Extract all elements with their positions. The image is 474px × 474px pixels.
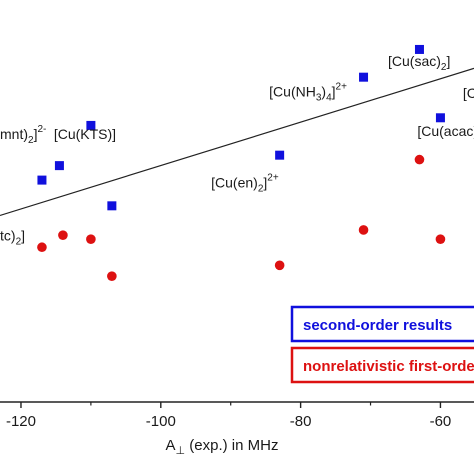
- series-0-square-point: [414, 44, 424, 54]
- annotation-cu-en2-part-3: 2+: [267, 172, 279, 183]
- annotation-cu-sac2-part-2: ]: [446, 53, 450, 69]
- legend: second-order results nonrelativistic firs…: [290, 305, 474, 384]
- annotation-cu-nh3-4-part-3: 4: [326, 92, 332, 103]
- series-0-square-point: [54, 161, 64, 171]
- series-1-circle-point: [414, 154, 425, 165]
- annotation-cu-nh3-4-part-1: 3: [316, 92, 322, 103]
- x-tick-label: -80: [290, 413, 312, 430]
- annotation-cu-kts: [Cu(KTS)]: [54, 126, 116, 142]
- legend-label-1: nonrelativistic first-order: [303, 358, 474, 375]
- annotation-cu-nh3-4-part-0: [Cu(NH: [269, 83, 316, 99]
- series-1-circle-point: [86, 234, 96, 244]
- fit-line-group: [0, 67, 474, 217]
- annotation-cu-tc2-part-1: 2: [16, 236, 22, 247]
- annotation-cu-nh3-4-part-2: ): [321, 83, 326, 99]
- x-axis-label-symbol: A: [166, 437, 176, 454]
- annotation-cu-partial-right-part-0: [C: [463, 85, 474, 101]
- x-tick-label: -60: [430, 413, 452, 430]
- x-axis-label-text: (exp.) in MHz: [185, 437, 278, 454]
- annotation-cu-nh3-4: [Cu(NH3)4]2+: [269, 81, 347, 103]
- x-tick-label: -120: [6, 413, 36, 430]
- series-0-square-point: [435, 113, 445, 123]
- legend-label-0: second-order results: [303, 317, 452, 334]
- annotation-cu-en2-part-2: ]: [263, 174, 267, 190]
- annotation-cu-nh3-4-part-5: 2+: [336, 81, 348, 92]
- annotation-cu-en2-part-0: [Cu(en): [211, 174, 258, 190]
- annotation-cu-mnt2-part-0: mnt): [0, 126, 28, 142]
- annotation-cu-mnt2-part-2: ]: [34, 126, 38, 142]
- annotation-cu-en2-part-1: 2: [258, 183, 264, 194]
- series-1-circle-point: [37, 242, 47, 253]
- x-tick-label: -100: [146, 413, 176, 430]
- annotation-cu-acac2-part-0: [Cu(acac): [417, 123, 474, 139]
- annotation-cu-mnt2-part-3: 2-: [37, 124, 46, 135]
- point-annotations: [Cu(sac)2][Cu(NH3)4]2+[C[Cu(acac)2]mnt)2…: [0, 53, 474, 247]
- annotation-cu-sac2-part-0: [Cu(sac): [388, 53, 441, 69]
- data-points: [37, 44, 446, 281]
- legend-box-1: [290, 346, 474, 384]
- annotation-cu-sac2: [Cu(sac)2]: [388, 53, 450, 73]
- annotation-cu-sac2-part-1: 2: [441, 62, 447, 73]
- series-0-square-point: [86, 120, 96, 130]
- x-axis-label: A⊥ (exp.) in MHz: [166, 437, 279, 457]
- series-0-square-point: [37, 175, 47, 185]
- series-0-square-point: [107, 201, 117, 211]
- series-1-circle-point: [107, 271, 117, 281]
- annotation-cu-en2: [Cu(en)2]2+: [211, 172, 279, 194]
- series-1-circle-point: [358, 225, 369, 235]
- annotation-cu-tc2: tc)2]: [0, 227, 25, 247]
- annotation-cu-nh3-4-part-4: ]: [332, 83, 336, 99]
- annotation-cu-acac2: [Cu(acac)2]: [417, 123, 474, 143]
- annotation-cu-tc2-part-2: ]: [21, 227, 25, 243]
- series-1-circle-point: [435, 234, 446, 244]
- x-axis-label-subscript: ⊥: [176, 445, 186, 457]
- series-1-circle-point: [58, 230, 68, 240]
- legend-box-0: [290, 305, 474, 343]
- annotation-cu-tc2-part-0: tc): [0, 227, 16, 243]
- annotation-cu-mnt2-part-1: 2: [28, 135, 34, 146]
- series-0-square-point: [275, 150, 285, 160]
- series-0-square-point: [359, 72, 369, 82]
- series-1-circle-point: [274, 260, 285, 271]
- x-axis: -120 -100 -80 -60 A⊥ (exp.) in MHz: [0, 401, 474, 457]
- fit-line: [0, 67, 474, 217]
- annotation-cu-partial-right: [C: [463, 85, 474, 101]
- annotation-cu-mnt2: mnt)2]2-: [0, 124, 46, 146]
- annotation-cu-kts-part-0: [Cu(KTS)]: [54, 126, 116, 142]
